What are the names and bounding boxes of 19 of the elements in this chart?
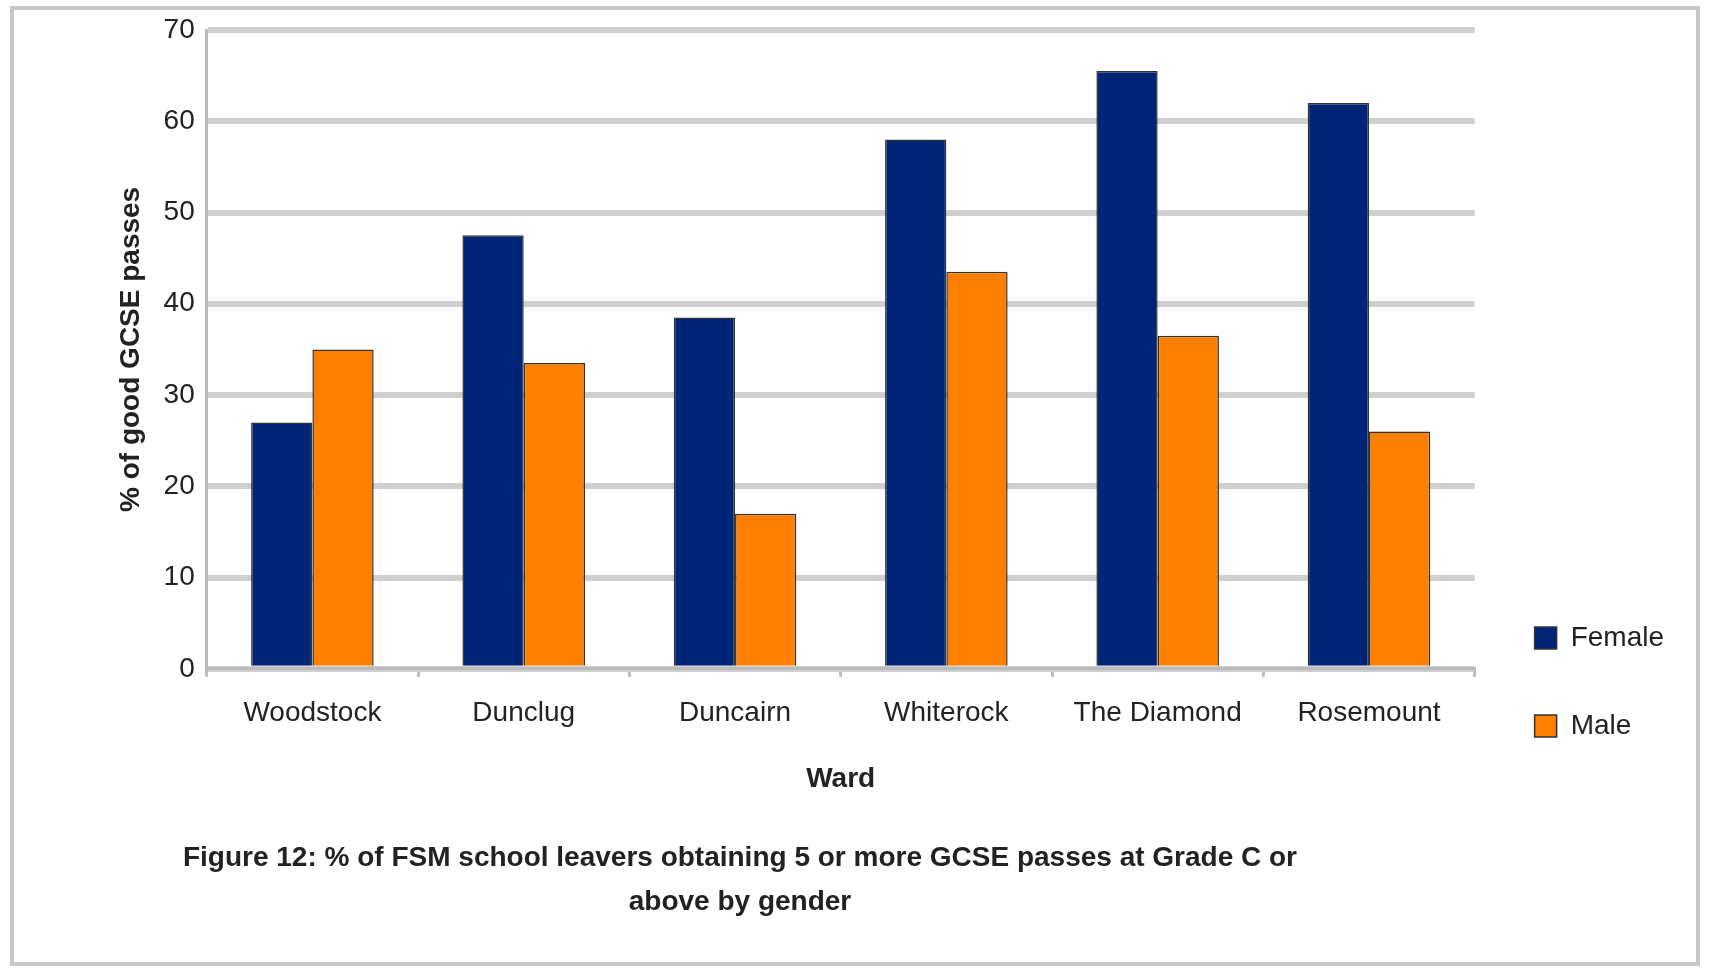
x-tick-label: Duncairn	[679, 696, 792, 728]
x-axis-title: Ward	[806, 761, 876, 793]
caption: Figure 12: % of FSM school leavers obtaining 5 or more GCSE passes at Grade C or above by gender	[181, 840, 1299, 918]
y-tick-label: 0	[179, 651, 195, 683]
legend-label: Male	[1570, 708, 1632, 740]
x-tick-label: Woodstock	[243, 696, 383, 728]
x-tick-label: Dunclug	[472, 696, 576, 728]
legend-label: Female	[1570, 620, 1665, 652]
y-tick-label: 70	[163, 12, 195, 44]
y-tick-label: 50	[163, 195, 195, 227]
y-tick-label: 20	[163, 469, 195, 500]
x-tick-label: Rosemount	[1297, 696, 1441, 728]
y-tick-label: 40	[163, 286, 195, 318]
y-tick-label: 60	[163, 103, 195, 135]
y-tick-label: 30	[163, 377, 195, 409]
y-tick-label: 10	[163, 560, 195, 592]
x-tick-label: Whiterock	[884, 696, 1010, 728]
x-tick-label: The Diamond	[1073, 696, 1242, 728]
y-axis-title: % of good GCSE passes	[113, 186, 145, 512]
